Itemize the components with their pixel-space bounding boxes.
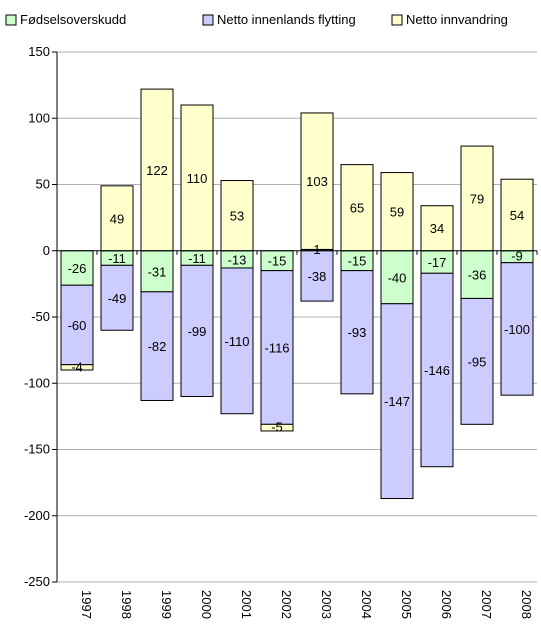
bars [60, 88, 534, 500]
bar-2008-series-3 [500, 178, 534, 252]
data-label-2007-series-1: -36 [468, 268, 487, 283]
data-labels: -26 -60 -4 -11 -49 49 -31 -82 122 -11 -99 110 -13 -11… [68, 163, 530, 435]
bar-1997-series-3 [60, 364, 94, 371]
x-tick-label-2008: 2008 [519, 590, 534, 619]
x-tick-label-2006: 2006 [439, 590, 454, 619]
data-label-2005-series-2: -147 [384, 394, 410, 409]
legend-swatch-1 [5, 14, 17, 26]
gridlines [57, 51, 537, 583]
bar-2003-series-3 [300, 112, 334, 250]
data-label-2001-series-2: -110 [224, 334, 249, 349]
x-tick-label-2000: 2000 [199, 590, 214, 619]
data-label-2006-series-3: 34 [430, 221, 444, 236]
bar-2007-series-2 [460, 297, 494, 425]
bar-2007-series-1 [460, 250, 494, 299]
bar-2001-series-3 [220, 180, 254, 252]
x-tick-label-1998: 1998 [119, 590, 134, 619]
x-tick-label-2003: 2003 [319, 590, 334, 619]
legend-label-1: Fødselsoverskudd [20, 12, 126, 27]
x-tick-label-2001: 2001 [239, 590, 254, 619]
data-label-2004-series-1: -15 [348, 254, 367, 269]
data-label-1999-series-2: -82 [148, 339, 167, 354]
data-label-1997-series-1: -26 [68, 261, 87, 276]
data-label-2007-series-3: 79 [470, 191, 484, 206]
data-label-1998-series-2: -49 [108, 291, 127, 306]
data-label-1999-series-1: -31 [148, 264, 167, 279]
data-label-2003-series-3: 103 [306, 174, 328, 189]
bar-2005-series-2 [380, 303, 414, 500]
bar-2000-series-3 [180, 104, 214, 252]
data-label-2005-series-3: 59 [390, 205, 404, 220]
data-label-2000-series-3: 110 [187, 171, 208, 186]
data-label-2003-series-2: -38 [308, 269, 327, 284]
data-label-2005-series-1: -40 [388, 270, 407, 285]
bar-1998-series-3 [100, 185, 134, 252]
y-tick-label: 50 [36, 177, 50, 192]
data-label-2001-series-1: -13 [228, 252, 247, 267]
x-axis: 1997 1998 1999 2000 2001 2002 2003 2004 2005 2006… [56, 250, 538, 619]
x-tick-label-2005: 2005 [399, 590, 414, 619]
data-label-1998-series-3: 49 [110, 211, 124, 226]
data-label-1997-series-2: -60 [68, 318, 87, 333]
y-tick-label: -200 [24, 508, 50, 523]
y-tick-label: -50 [31, 309, 50, 324]
data-label-2003-series-1: 1 [313, 242, 320, 257]
data-label-2006-series-2: -146 [424, 363, 450, 378]
x-tick-label-1997: 1997 [79, 590, 94, 619]
y-tick-label: 100 [28, 110, 50, 125]
y-axis: -250 -200 -150 -100 -50 0 50 100 150 [24, 44, 58, 589]
x-tick-label-2004: 2004 [359, 590, 374, 619]
bar-2001-series-2 [220, 267, 254, 415]
data-label-2001-series-3: 53 [230, 209, 244, 224]
data-label-2004-series-2: -93 [348, 325, 367, 340]
bar-2004-series-3 [340, 164, 374, 252]
data-label-2007-series-2: -95 [468, 354, 487, 369]
data-label-2002-series-3: -5 [271, 420, 283, 435]
bar-1999-series-3 [140, 88, 174, 252]
legend-label-3: Netto innvandring [406, 12, 508, 27]
data-label-2000-series-1: -11 [188, 251, 206, 266]
data-label-2002-series-1: -15 [268, 254, 287, 269]
bar-2005-series-3 [380, 172, 414, 252]
legend: Fødselsoverskudd Netto innenlands flyttin… [5, 12, 508, 27]
data-label-2002-series-2: -116 [264, 340, 289, 355]
bar-1999-series-1 [140, 250, 174, 293]
data-label-2004-series-3: 65 [350, 201, 364, 216]
y-tick-label: -150 [24, 442, 50, 457]
bar-2003-series-2 [300, 250, 334, 302]
bar-2007-series-3 [460, 145, 494, 252]
y-tick-label: 0 [43, 243, 50, 258]
legend-swatch-2 [202, 14, 214, 26]
bar-2008-series-2 [500, 262, 534, 396]
x-tick-label-1999: 1999 [159, 590, 174, 619]
data-label-1999-series-3: 122 [146, 163, 168, 178]
data-label-2008-series-2: -100 [504, 322, 530, 337]
y-tick-label: -250 [24, 574, 50, 589]
data-label-1997-series-3: -4 [71, 359, 83, 374]
x-tick-label-2007: 2007 [479, 590, 494, 619]
y-tick-label: -100 [24, 375, 50, 390]
legend-label-2: Netto innenlands flytting [217, 12, 356, 27]
bar-2000-series-2 [180, 264, 214, 398]
bar-1998-series-2 [100, 264, 134, 331]
bar-1999-series-2 [140, 291, 174, 401]
data-label-2008-series-3: 54 [510, 208, 524, 223]
bar-2005-series-1 [380, 250, 414, 305]
bar-2002-series-3 [260, 423, 294, 432]
bar-1997-series-2 [60, 284, 94, 366]
data-label-2000-series-2: -99 [188, 324, 207, 339]
bar-2006-series-2 [420, 272, 454, 468]
y-tick-label: 150 [28, 44, 50, 59]
data-label-2008-series-1: -9 [511, 249, 523, 264]
bar-2004-series-2 [340, 270, 374, 395]
data-label-1998-series-1: -11 [108, 251, 126, 266]
data-label-2006-series-1: -17 [428, 255, 447, 270]
bar-2006-series-3 [420, 205, 454, 252]
legend-swatch-3 [391, 14, 403, 26]
x-tick-label-2002: 2002 [279, 590, 294, 619]
